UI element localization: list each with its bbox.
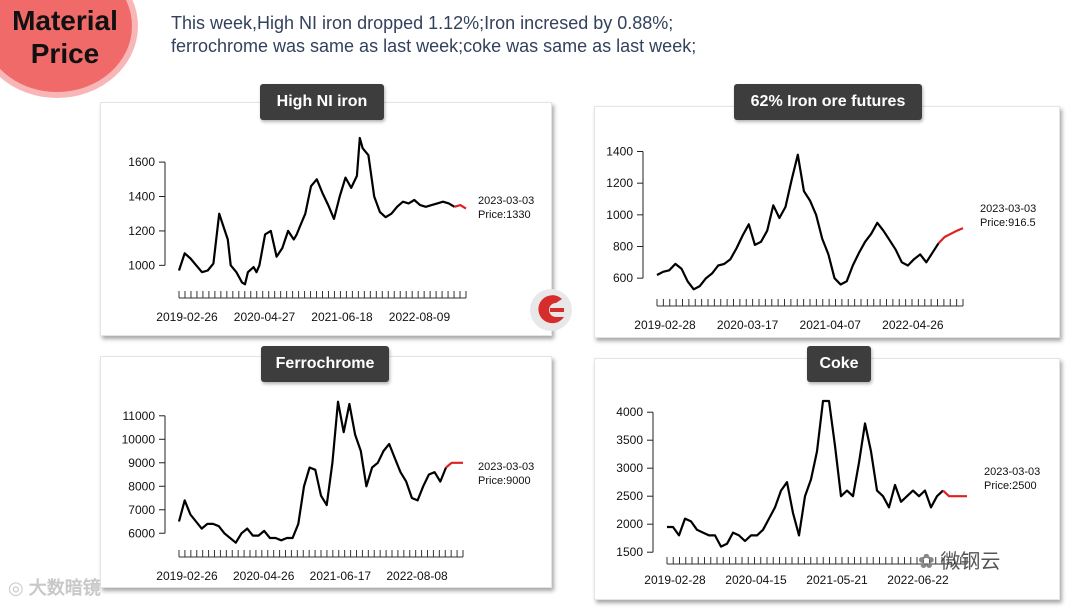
- y-tick-label: 11000: [123, 409, 156, 423]
- y-tick-label: 1200: [128, 224, 155, 238]
- chart-panel-ferrochrome: 6000 7000 8000 9000 10000 11000 2019-02-26 2020…: [100, 356, 552, 588]
- x-tick-label: 2021-04-07: [800, 318, 862, 332]
- series-line: [667, 399, 944, 548]
- y-tick-label: 1000: [128, 258, 155, 272]
- y-tick-label: 800: [613, 240, 633, 254]
- y-tick-label: 7000: [128, 503, 155, 517]
- chart-svg-1: 600 800 1000 1200 1400 2019-02-28 2020-03-17 20…: [606, 145, 964, 332]
- watermark-left-text: 大数暗镜: [28, 578, 101, 598]
- badge-line-1: Material: [12, 5, 118, 36]
- y-tick-label: 1400: [606, 145, 633, 159]
- series-line-recent: [937, 227, 964, 245]
- y-tick-label: 10000: [122, 432, 156, 446]
- chart-panel-coke: 1500 2000 2500 3000 3500 4000 2019-02-28 2020-0…: [594, 358, 1060, 600]
- x-tick-label: 2022-08-09: [389, 310, 451, 324]
- watermark-right: ✿ 微钢云: [918, 545, 1000, 574]
- x-tick-label: 2019-02-26: [156, 310, 218, 324]
- series-line-recent: [445, 461, 463, 469]
- watermark-left: ◎ 大数暗镜: [8, 574, 101, 600]
- y-tick-label: 1600: [128, 155, 155, 169]
- x-tick-label: 2020-04-26: [233, 569, 295, 583]
- x-tick-label: 2021-05-21: [806, 573, 868, 587]
- price-annotation: 2023-03-03 Price:1330: [478, 194, 534, 222]
- price-annotation: 2023-03-03 Price:2500: [984, 465, 1040, 493]
- y-tick-label: 8000: [128, 479, 155, 493]
- y-tick-label: 600: [613, 271, 633, 285]
- annotation-price: Price:916.5: [980, 217, 1036, 229]
- x-tick-label: 2020-03-17: [717, 318, 779, 332]
- annotation-date: 2023-03-03: [984, 466, 1041, 478]
- chart-svg-3: 1500 2000 2500 3000 3500 4000 2019-02-28 2020-0…: [616, 399, 968, 587]
- chart-title-high-ni-iron: High NI iron: [260, 84, 384, 120]
- annotation-price: Price:1330: [478, 209, 531, 221]
- y-tick-label: 1000: [606, 208, 633, 222]
- annotation-date: 2023-03-03: [478, 461, 535, 473]
- y-tick-label: 3000: [616, 461, 643, 475]
- chart-title-coke: Coke: [807, 346, 871, 382]
- summary-line-1: This week,High NI iron dropped 1.12%;Iro…: [171, 13, 674, 33]
- badge-title: Material Price: [6, 4, 124, 70]
- series-line: [177, 400, 448, 544]
- x-tick-label: 2020-04-15: [725, 573, 787, 587]
- y-tick-label: 4000: [616, 405, 643, 419]
- series-line: [656, 153, 940, 291]
- x-tick-label: 2019-02-28: [634, 318, 696, 332]
- y-tick-label: 1200: [606, 176, 633, 190]
- annotation-price: Price:2500: [984, 480, 1037, 492]
- annotation-price: Price:9000: [478, 475, 531, 487]
- wechat-icon: ✿: [918, 551, 935, 573]
- x-tick-label: 2022-06-22: [887, 573, 949, 587]
- annotation-date: 2023-03-03: [478, 195, 535, 207]
- y-tick-label: 1400: [128, 190, 155, 204]
- price-annotation: 2023-03-03 Price:916.5: [980, 202, 1036, 230]
- x-tick-label: 2022-08-08: [386, 569, 448, 583]
- chart-title-ferrochrome: Ferrochrome: [261, 346, 389, 382]
- center-logo-icon: [530, 289, 572, 331]
- x-tick-label: 2021-06-17: [310, 569, 372, 583]
- x-tick-label: 2022-04-26: [882, 318, 944, 332]
- y-tick-label: 2500: [616, 489, 643, 503]
- chart-panel-iron-ore: 600 800 1000 1200 1400 2019-02-28 2020-03-17 20…: [594, 106, 1060, 338]
- watermark-left-icon: ◎: [8, 578, 24, 598]
- price-annotation: 2023-03-03 Price:9000: [478, 460, 534, 488]
- y-tick-label: 9000: [128, 456, 155, 470]
- chart-panel-high-ni-iron: 1000 1200 1400 1600 2019-02-26 2020-04-27 2021…: [100, 102, 552, 336]
- series-line-recent: [454, 203, 467, 210]
- x-tick-label: 2019-02-26: [156, 569, 218, 583]
- y-tick-label: 3500: [616, 433, 643, 447]
- chart-title-iron-ore: 62% Iron ore futures: [734, 84, 922, 120]
- weekly-summary: This week,High NI iron dropped 1.12%;Iro…: [171, 12, 791, 58]
- watermark-right-text: 微钢云: [940, 551, 1001, 573]
- y-tick-label: 2000: [616, 517, 643, 531]
- summary-line-2: ferrochrome was same as last week;coke w…: [171, 36, 697, 56]
- x-tick-label: 2020-04-27: [234, 310, 296, 324]
- x-tick-label: 2019-02-28: [644, 573, 706, 587]
- series-line-recent: [942, 489, 967, 498]
- y-tick-label: 6000: [128, 526, 155, 540]
- annotation-date: 2023-03-03: [980, 203, 1037, 215]
- badge-line-2: Price: [30, 38, 100, 69]
- y-tick-label: 1500: [616, 545, 643, 559]
- x-tick-label: 2021-06-18: [311, 310, 373, 324]
- series-line: [177, 136, 456, 286]
- chart-svg-0: 1000 1200 1400 1600 2019-02-26 2020-04-27 2021…: [128, 136, 467, 324]
- chart-svg-2: 6000 7000 8000 9000 10000 11000 2019-02-26 2020…: [122, 400, 464, 583]
